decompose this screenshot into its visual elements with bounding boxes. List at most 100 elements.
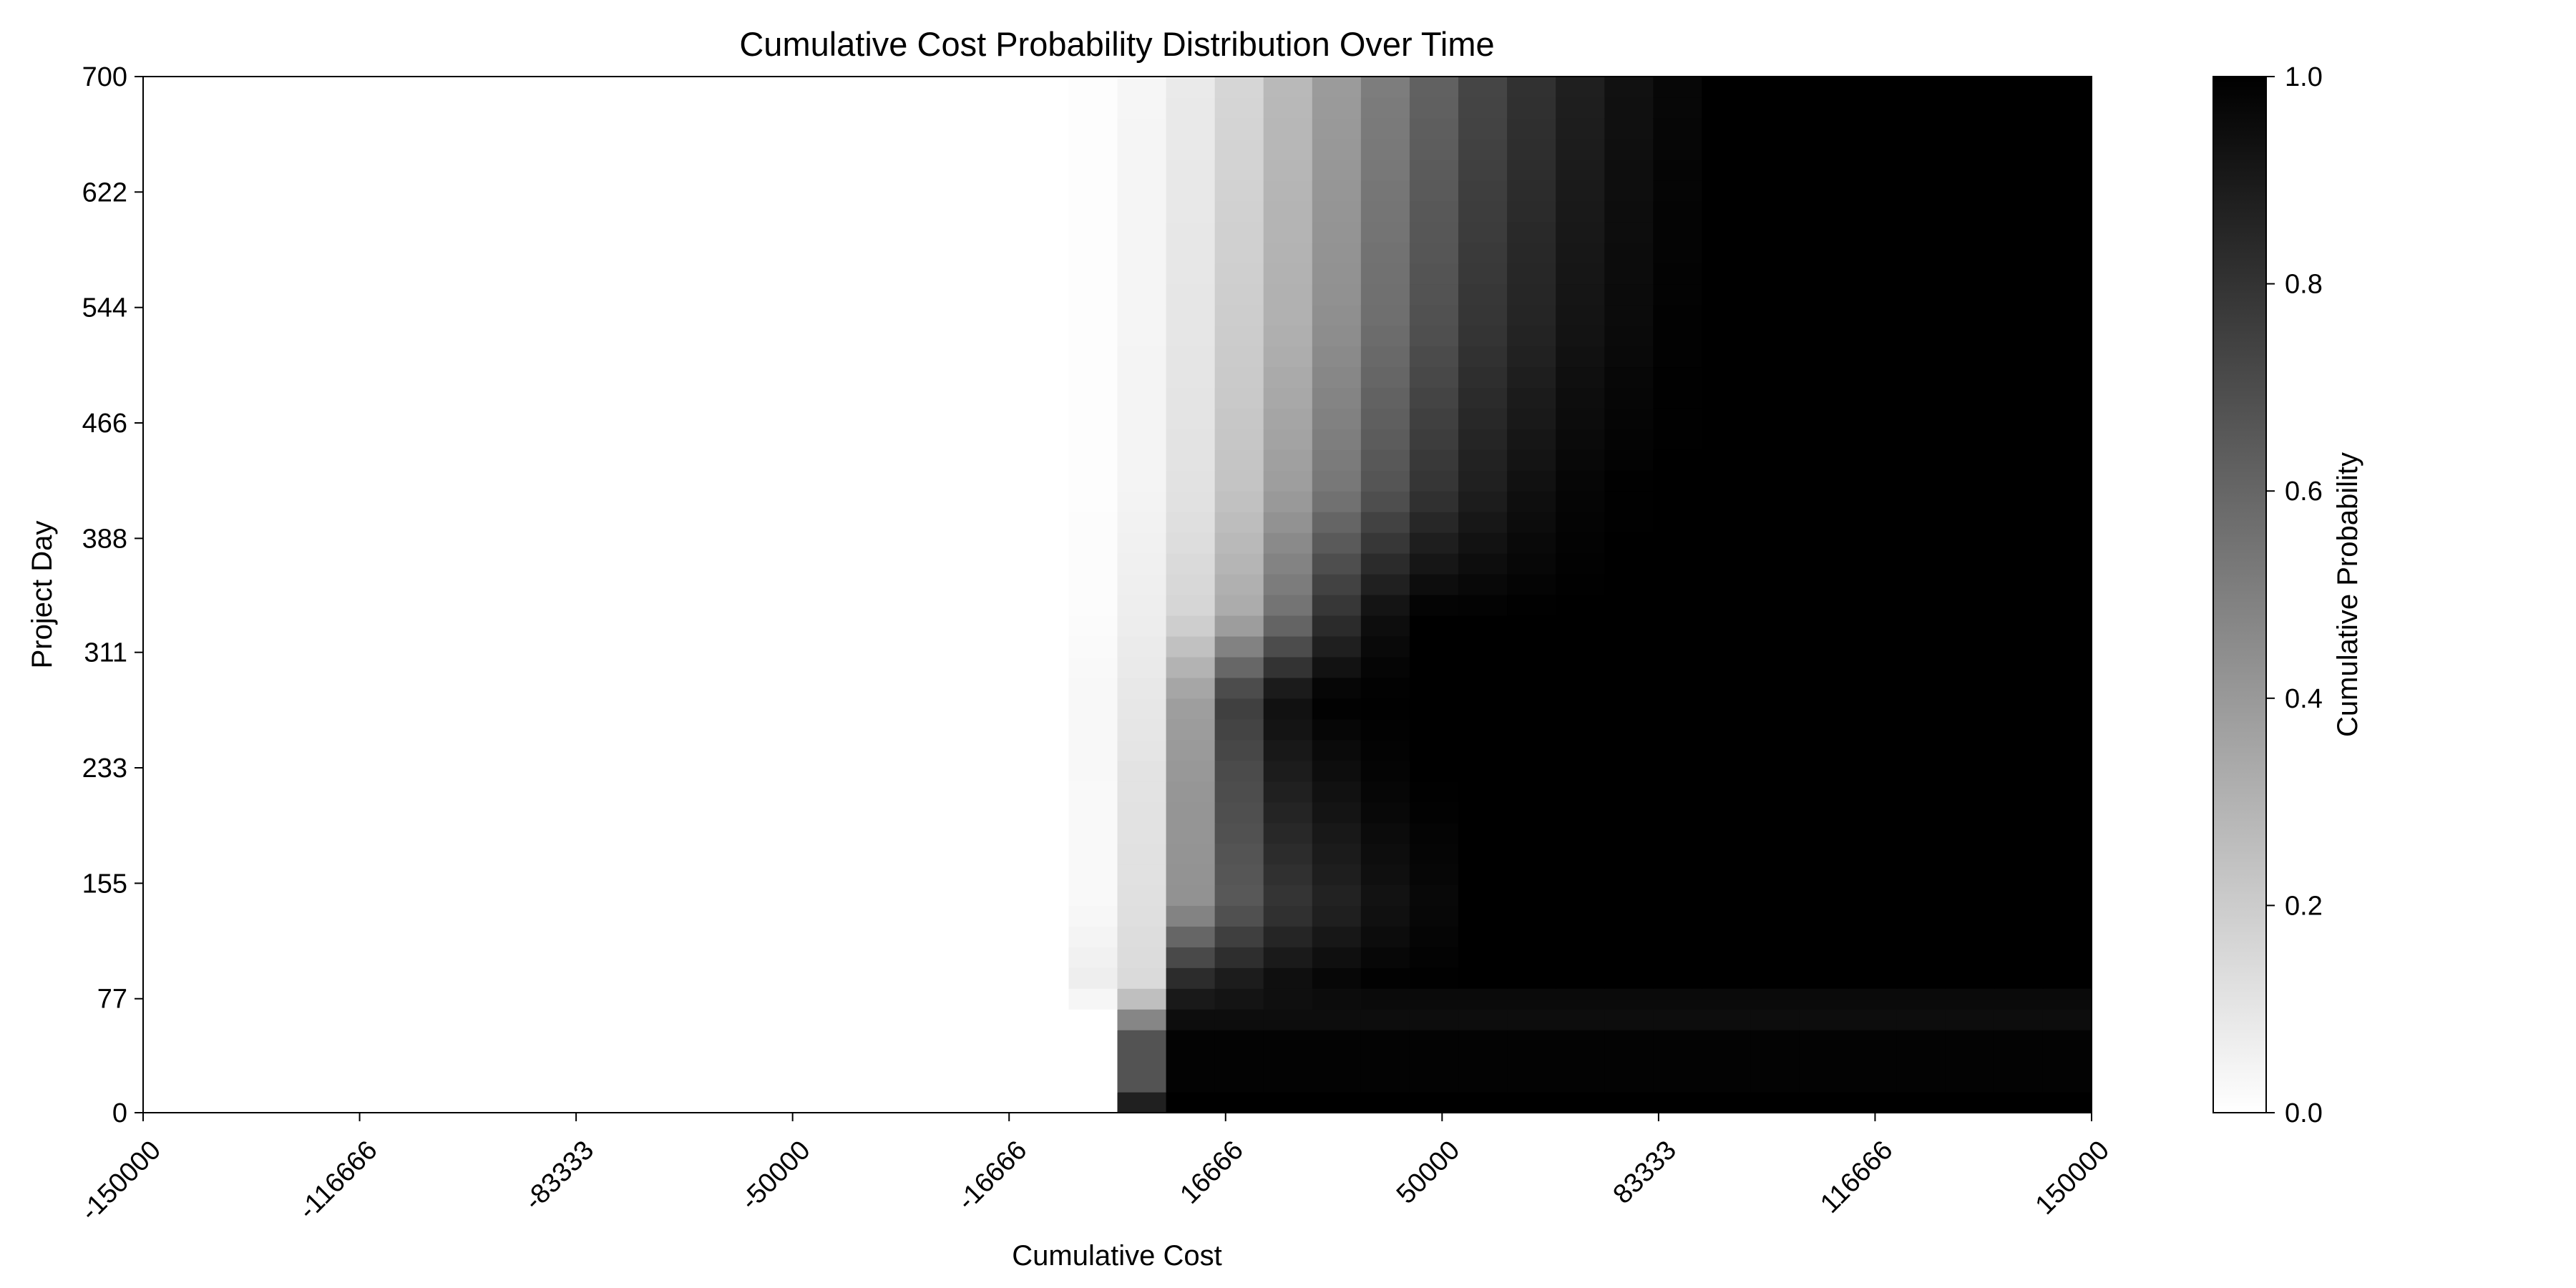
heatmap-cell (289, 801, 338, 824)
heatmap-cell (971, 781, 1020, 803)
heatmap-cell (386, 512, 436, 533)
heatmap-cell (874, 656, 923, 678)
heatmap-cell (1409, 221, 1459, 243)
heatmap-cell (386, 408, 436, 429)
heatmap-cell (1068, 77, 1118, 98)
heatmap-cell (922, 864, 972, 886)
heatmap-cell (532, 864, 582, 886)
heatmap-cell (1702, 615, 1752, 637)
heatmap-cell (192, 408, 241, 429)
heatmap-cell (1458, 1009, 1508, 1030)
heatmap-cell (2042, 200, 2092, 223)
heatmap-cell (1750, 159, 1800, 181)
heatmap-cell (1653, 159, 1702, 181)
heatmap-cell (1799, 1092, 1849, 1113)
colorbar-tick-label: 0.4 (2285, 684, 2323, 714)
heatmap-cell (435, 781, 485, 803)
heatmap-cell (289, 781, 338, 803)
heatmap-cell (532, 117, 582, 140)
heatmap-cell (678, 512, 728, 533)
heatmap-cell (971, 718, 1020, 741)
heatmap-cell (678, 553, 728, 575)
heatmap-cell (1458, 553, 1508, 575)
heatmap-cell (1604, 491, 1654, 512)
heatmap-cell (630, 138, 680, 160)
heatmap-cell (1994, 553, 2044, 575)
heatmap-cell (1750, 884, 1800, 906)
heatmap-cell (1556, 387, 1605, 409)
heatmap-cell (1068, 760, 1118, 782)
heatmap-cell (435, 263, 485, 285)
heatmap-cell (776, 988, 826, 1010)
heatmap-cell (1653, 263, 1702, 285)
heatmap-cell (1068, 491, 1118, 512)
heatmap-cell (678, 470, 728, 492)
heatmap-cell (1117, 905, 1167, 927)
heatmap-cell (1068, 801, 1118, 824)
heatmap-cell (678, 677, 728, 699)
heatmap-cell (776, 595, 826, 616)
heatmap-cell (386, 1009, 436, 1030)
heatmap-cell (1848, 304, 1898, 326)
heatmap-cell (971, 1092, 1020, 1113)
heatmap-cell (143, 760, 192, 782)
heatmap-cell (1507, 200, 1556, 223)
heatmap-cell (874, 843, 923, 865)
heatmap-cell (240, 159, 290, 181)
heatmap-cell (825, 947, 874, 968)
heatmap-cell (435, 77, 485, 98)
heatmap-cell (922, 159, 972, 181)
heatmap-cell (484, 470, 534, 492)
heatmap-cell (1409, 283, 1459, 306)
heatmap-cell (971, 656, 1020, 678)
heatmap-cell (1068, 366, 1118, 388)
heatmap-cell (1214, 615, 1264, 637)
heatmap-cell (1020, 926, 1070, 947)
heatmap-cell (727, 532, 777, 554)
heatmap-cell (532, 574, 582, 595)
heatmap-cell (338, 159, 387, 181)
heatmap-cell (1799, 221, 1849, 243)
heatmap-cell (1409, 739, 1459, 761)
heatmap-cell (240, 926, 290, 947)
heatmap-cell (1653, 366, 1702, 388)
heatmap-cell (727, 677, 777, 699)
heatmap-cell (1263, 926, 1313, 947)
heatmap-cell (1848, 843, 1898, 865)
heatmap-cell (1945, 822, 1995, 844)
heatmap-cell (1945, 532, 1995, 554)
heatmap-cell (1604, 781, 1654, 803)
heatmap-cell (825, 988, 874, 1010)
heatmap-cell (435, 760, 485, 782)
heatmap-cell (1945, 263, 1995, 285)
heatmap-cell (289, 884, 338, 906)
heatmap-cell (1750, 656, 1800, 678)
heatmap-cell (1166, 988, 1216, 1010)
heatmap-cell (1994, 346, 2044, 368)
heatmap-cell (1994, 822, 2044, 844)
heatmap-cell (1896, 967, 1946, 989)
heatmap-cell (143, 781, 192, 803)
heatmap-cell (1409, 470, 1459, 492)
heatmap-cell (727, 304, 777, 326)
heatmap-cell (2042, 117, 2092, 140)
heatmap-cell (1020, 988, 1070, 1010)
heatmap-cell (1360, 677, 1410, 699)
heatmap-cell (630, 635, 680, 658)
heatmap-cell (435, 905, 485, 927)
heatmap-cell (240, 77, 290, 98)
heatmap-cell (1312, 491, 1362, 512)
heatmap-cell (1117, 926, 1167, 947)
heatmap-cell (1020, 366, 1070, 388)
heatmap-cell (776, 366, 826, 388)
heatmap-cell (1507, 532, 1556, 554)
heatmap-cell (435, 801, 485, 824)
heatmap-cell (825, 491, 874, 512)
heatmap-cell (1409, 1009, 1459, 1030)
heatmap-cell (1556, 698, 1605, 720)
heatmap-cell (2042, 346, 2092, 368)
heatmap-cell (1068, 926, 1118, 947)
heatmap-cell (2042, 366, 2092, 388)
heatmap-cell (1507, 635, 1556, 658)
heatmap-cell (1068, 325, 1118, 347)
